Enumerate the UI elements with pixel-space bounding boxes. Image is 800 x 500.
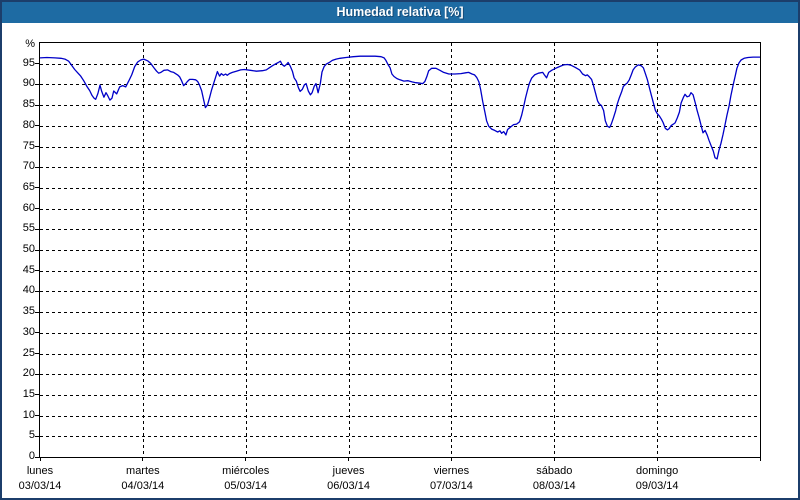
y-axis-tick-label: 20 [22,367,35,380]
x-axis-date-label: 06/03/14 [327,480,370,492]
y-axis-tick-label: 25 [22,346,35,359]
y-axis-tick-label: 15 [22,387,35,400]
humidity-line-series [40,55,760,160]
y-axis-tick [35,146,39,147]
x-axis-tick [656,457,658,461]
y-axis-tick [35,394,39,396]
title-bar: Humedad relativa [%] [2,2,798,23]
y-axis-tick-label: 85 [22,98,35,111]
y-axis-tick [35,456,39,458]
y-axis-tick [35,290,39,292]
y-axis-unit-label: % [25,38,35,50]
y-axis-tick-label: 70 [22,160,35,173]
y-axis-tick [35,63,39,65]
x-axis-day-label: viernes [433,465,470,477]
y-axis-tick-label: 30 [22,325,35,338]
x-axis-tick [348,457,350,461]
y-axis-tick [35,208,39,210]
y-axis-tick-label: 55 [22,222,35,235]
y-axis-tick [35,166,39,168]
y-axis-tick-label: 90 [22,77,35,90]
chart-title: Humedad relativa [%] [336,5,464,19]
y-axis-tick [35,249,39,251]
x-axis-tick [450,457,452,461]
y-axis-tick-label: 75 [22,139,35,152]
y-axis-tick [35,125,39,127]
x-axis-date-label: 09/03/14 [635,480,679,492]
x-axis-tick [39,457,41,461]
y-axis-tick [35,104,39,106]
y-axis-tick [35,187,39,189]
x-axis-date-label: 05/03/14 [224,480,268,492]
x-axis-date-label: 07/03/14 [430,480,473,492]
y-axis-tick-label: 45 [22,263,35,276]
y-axis-tick [35,353,39,354]
x-axis-day-label: lunes [26,465,54,477]
x-axis-date-label: 04/03/14 [121,480,165,492]
y-axis-tick [35,373,39,375]
y-axis-tick-label: 35 [22,305,35,318]
y-axis-tick-label: 60 [22,201,35,214]
y-axis-tick [35,270,39,272]
x-axis-tick [142,457,144,461]
plot-area [39,42,761,458]
y-axis-tick-label: 65 [22,180,35,193]
x-axis-tick [759,457,761,461]
y-axis-tick-label: 10 [22,408,35,421]
y-axis-tick [35,435,39,437]
x-axis-date-label: 03/03/14 [18,480,62,492]
x-axis-date-label: 08/03/14 [532,480,576,492]
x-axis-tick [245,457,247,461]
y-axis-tick-label: 40 [22,284,35,297]
y-axis-tick-label: 50 [22,243,35,255]
y-axis-tick-label: 5 [28,429,35,442]
y-axis-tick-label: 0 [28,450,35,462]
y-axis-tick [35,311,39,313]
x-axis-tick [553,457,555,461]
y-axis-tick-label: 80 [22,118,35,131]
y-axis-tick [35,228,39,230]
x-axis-day-label: miércoles [222,465,270,477]
x-axis-day-label: domingo [636,465,679,477]
humidity-line-chart [40,43,760,457]
y-axis-tick [35,83,39,85]
x-axis-day-label: sábado [536,465,573,477]
y-axis-tick-label: 95 [22,56,35,69]
y-axis-tick [35,332,39,334]
x-axis-day-label: jueves [332,465,365,477]
x-axis-day-label: martes [126,465,160,477]
y-axis-tick [35,415,39,417]
